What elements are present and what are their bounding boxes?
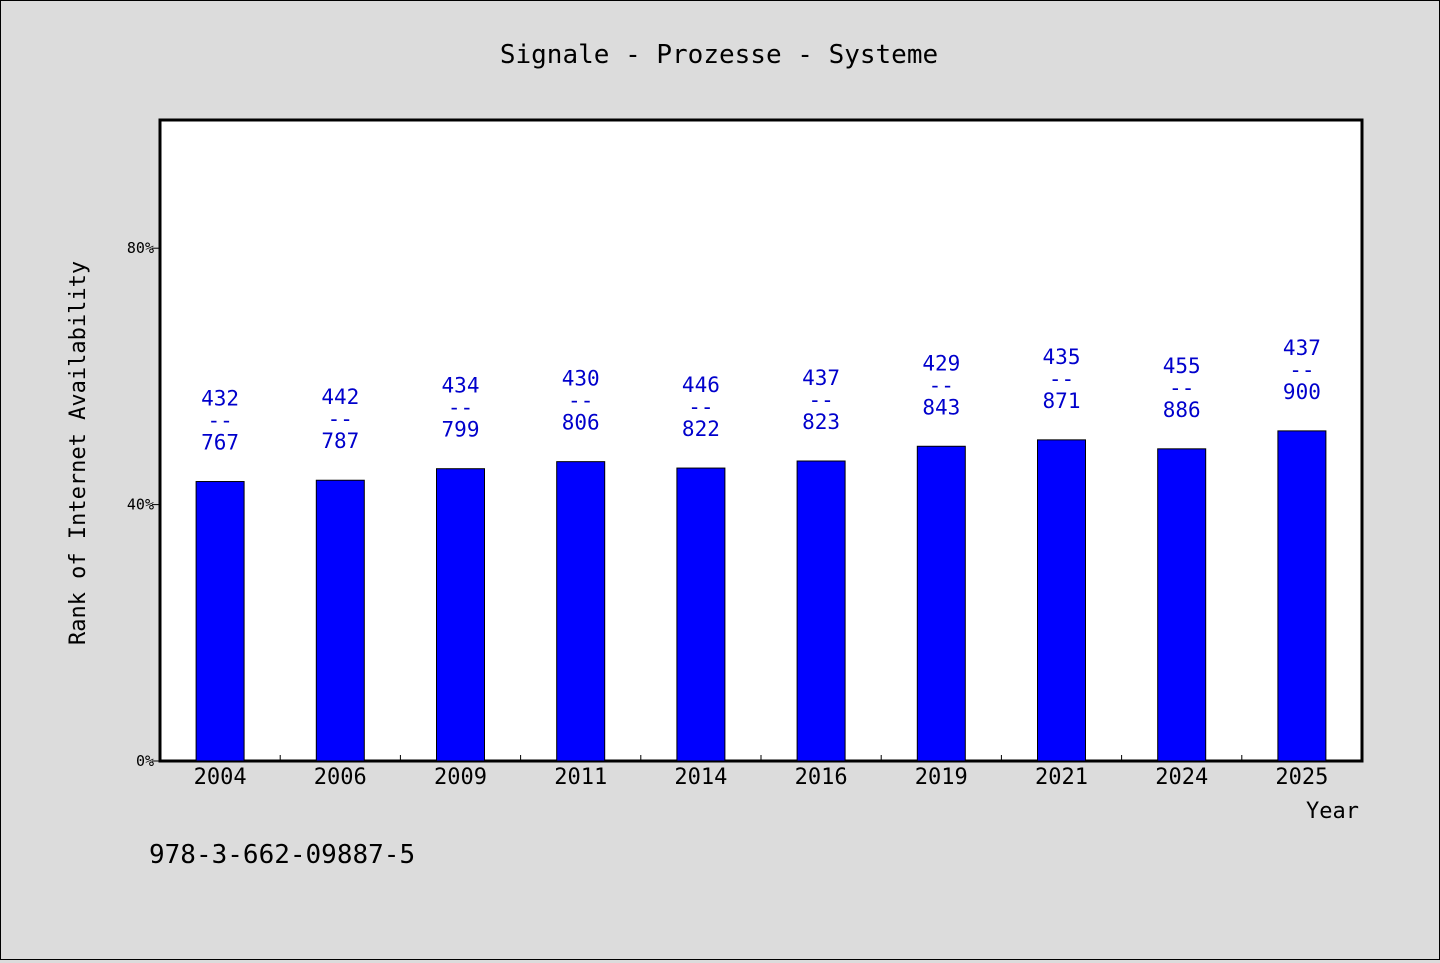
x-tick-label: 2004 (194, 765, 247, 790)
bar-data-label: 823 (802, 410, 840, 434)
bar-2021 (1037, 439, 1086, 762)
x-tick-label: 2011 (554, 765, 607, 790)
bar-data-label: 446 (682, 373, 720, 397)
x-tick-label: 2016 (795, 765, 848, 790)
bars (195, 430, 1327, 762)
x-tick-label: 2025 (1275, 765, 1328, 790)
bar-data-label: 767 (201, 431, 239, 455)
bar-data-label: -- (1169, 376, 1194, 400)
bar-2009 (436, 468, 485, 762)
bar-data-label: 437 (1283, 336, 1321, 360)
x-axis-label: Year (1306, 799, 1359, 824)
x-tick-label: 2014 (674, 765, 727, 790)
bar-data-label: -- (448, 396, 473, 420)
x-tick-label: 2019 (915, 765, 968, 790)
bar-data-label: 822 (682, 417, 720, 441)
bar-data-label: 799 (442, 418, 480, 442)
bar-data-label: -- (688, 395, 713, 419)
bar-data-label: -- (1289, 358, 1314, 382)
x-tick-label: 2024 (1155, 765, 1208, 790)
bar-data-label: -- (568, 389, 593, 413)
bar-data-label: 886 (1163, 398, 1201, 422)
bar-data-label: 430 (562, 367, 600, 391)
bar-2004 (195, 481, 245, 762)
y-axis-label: Rank of Internet Availability (66, 261, 91, 645)
bar-labels: 432--767442--787434--799430--806446--822… (201, 336, 1321, 455)
bar-2025 (1277, 430, 1327, 762)
y-tick-label: 40% (127, 496, 154, 514)
y-axis: 0% 40% 80% (127, 239, 160, 770)
bar-data-label: 871 (1043, 389, 1081, 413)
bar-data-label: 787 (321, 429, 359, 453)
bar-data-label: -- (328, 407, 353, 431)
chart-title: Signale - Prozesse - Systeme (500, 40, 938, 70)
bar-data-label: 435 (1043, 345, 1081, 369)
bar-2016 (796, 460, 846, 762)
bar-data-label: 900 (1283, 380, 1321, 404)
bar-data-label: -- (1049, 367, 1074, 391)
bar-data-label: 437 (802, 366, 840, 390)
bar-data-label: 843 (922, 395, 960, 419)
bar-data-label: -- (808, 388, 833, 412)
x-axis: 2004 2006 2009 2011 2014 2016 2019 2021 2024 2025 (194, 755, 1328, 790)
bar-2019 (916, 445, 966, 762)
isbn-footnote: 978-3-662-09887-5 (149, 840, 415, 870)
bar-2024 (1157, 448, 1207, 762)
bar-data-label: 806 (562, 411, 600, 435)
bar-data-label: -- (207, 409, 232, 433)
bar-data-label: 432 (201, 387, 239, 411)
y-tick-label: 0% (136, 752, 154, 770)
x-tick-label: 2021 (1035, 765, 1088, 790)
bar-2006 (315, 479, 365, 762)
x-tick-label: 2009 (434, 765, 487, 790)
bar-2011 (556, 461, 606, 762)
bar-data-label: 429 (922, 351, 960, 375)
x-tick-label: 2006 (314, 765, 367, 790)
bar-data-label: 455 (1163, 354, 1201, 378)
bar-2014 (676, 467, 726, 762)
bar-data-label: 442 (321, 385, 359, 409)
y-tick-label: 80% (127, 239, 154, 257)
bar-data-label: -- (929, 373, 954, 397)
bar-data-label: 434 (442, 374, 480, 398)
